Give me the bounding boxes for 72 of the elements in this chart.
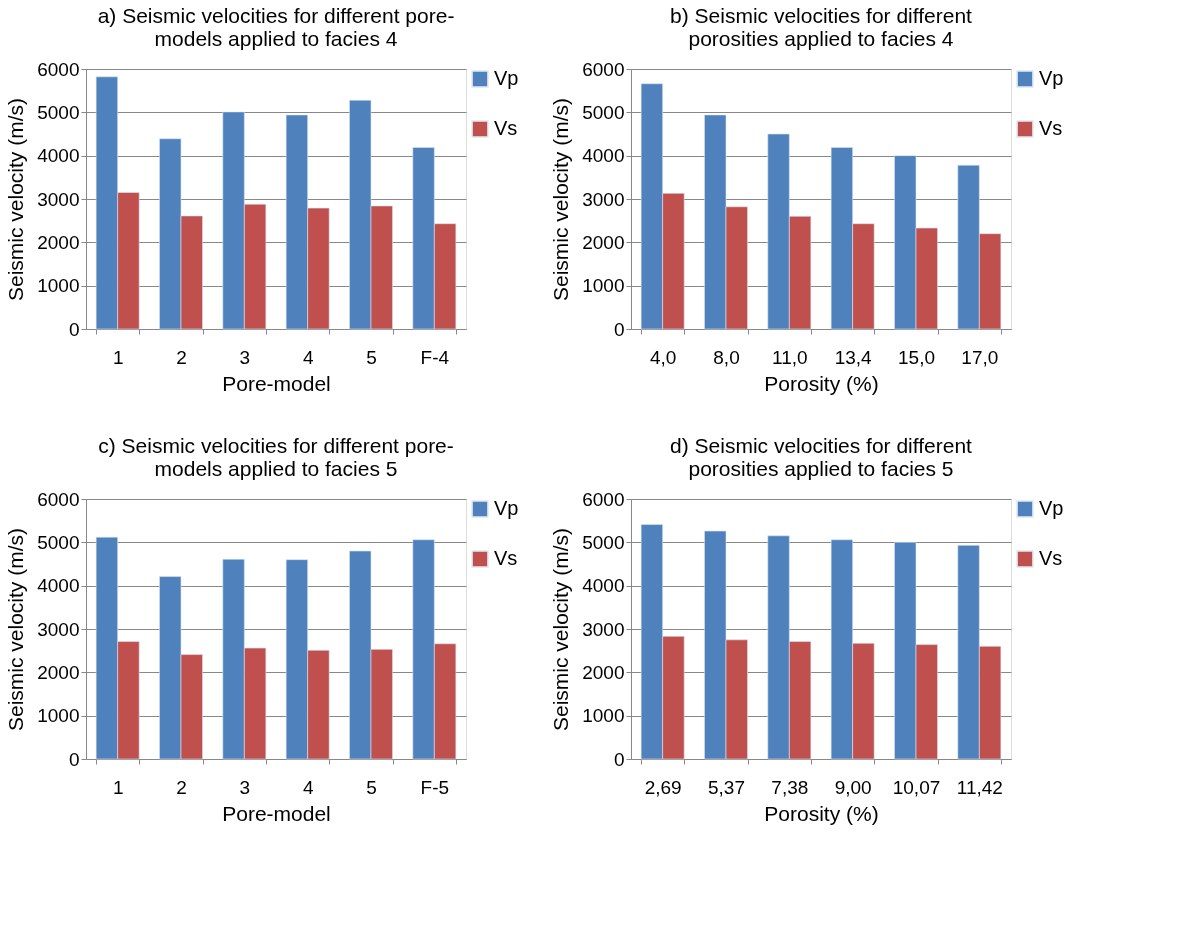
x-tick-label: 5,37 bbox=[708, 776, 745, 798]
y-tick-label: 0 bbox=[613, 748, 625, 770]
y-tick-label: 6000 bbox=[582, 488, 625, 510]
y-tick-label: 4000 bbox=[582, 575, 625, 597]
y-tick-label: 4000 bbox=[37, 145, 80, 167]
y-axis-title: Seismic velocity (m/s) bbox=[549, 527, 573, 732]
y-tick-label: 5000 bbox=[582, 101, 625, 123]
y-tick-label: 3000 bbox=[37, 188, 80, 210]
y-tick-label: 4000 bbox=[37, 575, 80, 597]
y-tick-label: 2000 bbox=[37, 231, 80, 253]
y-tick-label: 1000 bbox=[582, 275, 625, 297]
chart-title: c) Seismic velocities for different pore-models applied to facies 5 bbox=[98, 434, 454, 480]
legend-label: Vp bbox=[1039, 67, 1064, 89]
x-tick-label: 3 bbox=[239, 776, 251, 798]
legend-label: Vs bbox=[1039, 547, 1063, 569]
y-tick-label: 0 bbox=[68, 748, 80, 770]
legend-label: Vs bbox=[494, 547, 518, 569]
y-tick-label: 0 bbox=[613, 318, 625, 340]
legend-label: Vp bbox=[1039, 497, 1064, 519]
x-tick-label: 10,07 bbox=[892, 776, 941, 798]
x-tick-label: 11,0 bbox=[772, 346, 808, 368]
legend-label: Vp bbox=[494, 67, 519, 89]
x-axis-title: Pore-model bbox=[222, 801, 331, 825]
y-tick-label: 3000 bbox=[582, 188, 625, 210]
chart-title: a) Seismic velocities for different pore-models applied to facies 4 bbox=[97, 4, 455, 50]
x-tick-label: 9,00 bbox=[834, 776, 872, 798]
x-axis-title: Porosity (%) bbox=[764, 371, 879, 395]
y-tick-label: 3000 bbox=[582, 618, 625, 640]
y-tick-label: 2000 bbox=[37, 661, 80, 683]
x-axis-title: Porosity (%) bbox=[764, 801, 879, 825]
x-tick-label: 15,0 bbox=[898, 346, 935, 368]
y-tick-label: 3000 bbox=[37, 618, 80, 640]
legend-label: Vp bbox=[494, 497, 519, 519]
y-tick-label: 6000 bbox=[582, 58, 625, 80]
x-tick-label: 2,69 bbox=[644, 776, 682, 798]
x-axis-title: Pore-model bbox=[222, 371, 331, 395]
x-tick-label: 1 bbox=[112, 776, 124, 798]
x-tick-label: 3 bbox=[239, 346, 251, 368]
x-tick-label: 4 bbox=[302, 776, 314, 798]
y-tick-label: 2000 bbox=[582, 661, 625, 683]
y-tick-label: 5000 bbox=[37, 101, 80, 123]
y-tick-label: 0 bbox=[68, 318, 80, 340]
x-tick-label: 4 bbox=[302, 346, 314, 368]
y-tick-label: 4000 bbox=[582, 145, 625, 167]
y-tick-label: 2000 bbox=[582, 231, 625, 253]
x-tick-label: 2 bbox=[176, 346, 187, 368]
legend-label: Vs bbox=[494, 117, 518, 139]
y-tick-label: 5000 bbox=[582, 531, 625, 553]
x-tick-label: 1 bbox=[112, 346, 124, 368]
y-axis-title: Seismic velocity (m/s) bbox=[4, 527, 28, 732]
y-tick-label: 1000 bbox=[582, 705, 625, 727]
chart-title: b) Seismic velocities for different porosities applied to facies 4 bbox=[670, 4, 973, 50]
y-axis-title: Seismic velocity (m/s) bbox=[549, 97, 573, 302]
chart-title: d) Seismic velocities for different porosities applied to facies 5 bbox=[670, 434, 973, 480]
x-tick-label: 2 bbox=[176, 776, 187, 798]
y-axis-title: Seismic velocity (m/s) bbox=[4, 97, 28, 302]
y-tick-label: 5000 bbox=[37, 531, 80, 553]
x-tick-label: 11,42 bbox=[956, 776, 1003, 798]
x-tick-label: 5 bbox=[366, 776, 377, 798]
x-tick-label: 5 bbox=[366, 346, 377, 368]
legend-label: Vs bbox=[1039, 117, 1063, 139]
x-tick-label: 17,0 bbox=[961, 346, 999, 368]
y-tick-label: 6000 bbox=[37, 488, 80, 510]
y-tick-label: 6000 bbox=[37, 58, 80, 80]
x-tick-label: 13,4 bbox=[834, 346, 873, 368]
x-tick-label: 8,0 bbox=[713, 346, 740, 368]
x-tick-label: F-5 bbox=[420, 776, 450, 798]
x-tick-label: 7,38 bbox=[771, 776, 809, 798]
x-tick-label: 4,0 bbox=[649, 346, 677, 368]
y-tick-label: 1000 bbox=[37, 705, 80, 727]
x-tick-label: F-4 bbox=[420, 346, 450, 368]
y-tick-label: 1000 bbox=[37, 275, 80, 297]
